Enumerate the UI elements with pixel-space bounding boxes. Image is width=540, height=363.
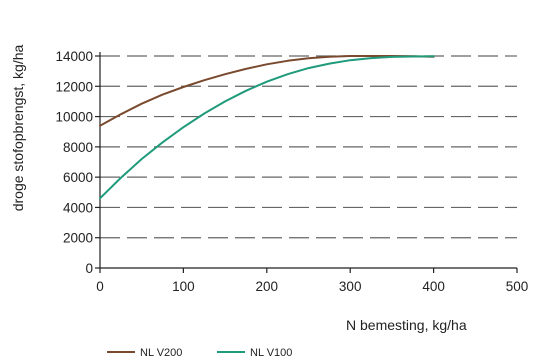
legend: NL V200 NL V100	[107, 347, 292, 359]
y-tick-label: 2000	[63, 231, 93, 246]
x-axis-label: N bemesting, kg/ha	[346, 317, 467, 333]
x-tick-label: 200	[256, 279, 279, 294]
x-tick-label: 300	[339, 279, 362, 294]
axes	[99, 52, 517, 269]
legend-label: NL V100	[250, 347, 292, 359]
y-tick-label: 12000	[55, 79, 93, 94]
y-tick-label: 10000	[55, 110, 93, 125]
x-tick-label: 100	[172, 279, 195, 294]
y-tick-label: 14000	[55, 49, 93, 64]
y-tick-label: 0	[85, 261, 93, 276]
y-tick-labels: 0 2000 4000 6000 8000 10000 12000 14000	[55, 49, 100, 276]
series-line-1	[99, 55, 435, 127]
series-lines	[99, 55, 435, 200]
series-line-2	[99, 55, 435, 200]
x-tick-label: 0	[96, 279, 104, 294]
y-tick-label: 6000	[63, 170, 93, 185]
y-tick-label: 4000	[63, 200, 93, 215]
y-tick-label: 8000	[63, 140, 93, 155]
x-tick-label: 500	[506, 279, 529, 294]
y-axis-label: droge stofopbrengst, kg/ha	[10, 45, 26, 212]
x-tick-label: 400	[422, 279, 445, 294]
grid-lines	[100, 55, 517, 239]
x-tick-labels: 0 100 200 300 400 500	[96, 268, 528, 294]
legend-label: NL V200	[140, 347, 182, 359]
